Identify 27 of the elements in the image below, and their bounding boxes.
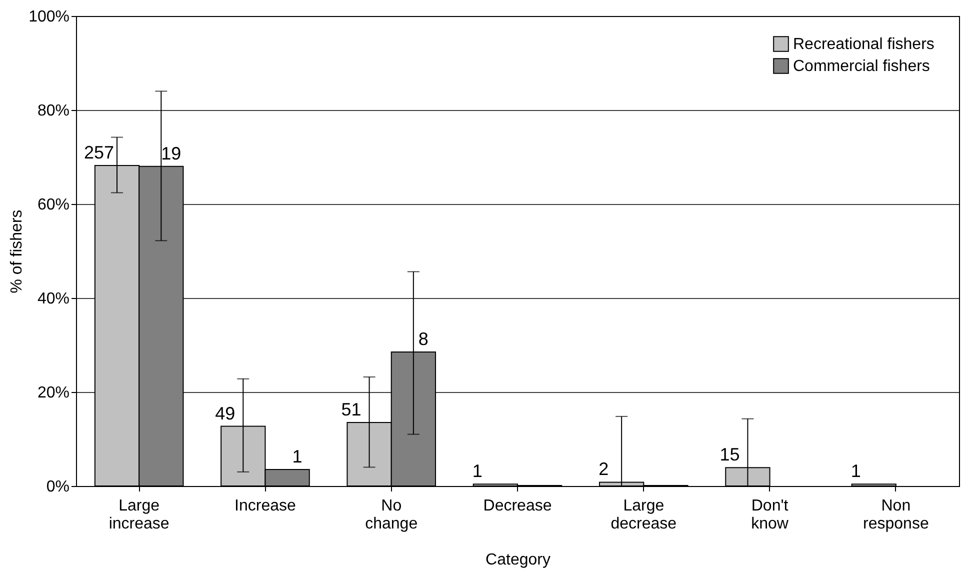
annotation: 2 <box>598 459 609 480</box>
x-tick-label: Non response <box>863 498 929 532</box>
annotation: 1 <box>292 446 302 467</box>
y-axis-title: % of fishers <box>8 210 26 294</box>
annotation: 8 <box>418 329 428 350</box>
x-tick-label: No change <box>365 498 418 532</box>
x-tick-label: Decrease <box>483 498 552 514</box>
annotation: 1 <box>472 461 482 482</box>
y-tick-label: 0% <box>46 478 70 496</box>
legend-label: Recreational fishers <box>793 36 934 53</box>
annotation: 257 <box>84 142 114 162</box>
x-tick-label: Large increase <box>108 498 170 532</box>
x-tick-label: Increase <box>234 498 296 514</box>
y-tick-label: 80% <box>37 102 70 120</box>
annotation: 49 <box>215 403 236 424</box>
y-tick-label: 60% <box>37 196 70 214</box>
x-tick-label: Large decrease <box>610 498 677 532</box>
y-tick-label: 40% <box>37 290 70 308</box>
y-tick-label: 20% <box>37 384 70 402</box>
legend-label: Commercial fishers <box>793 58 930 75</box>
annotation: 51 <box>341 400 362 420</box>
x-axis-title: Category <box>486 552 550 568</box>
annotation: 19 <box>161 143 182 164</box>
x-tick-label: Don't know <box>751 498 789 532</box>
annotation: 1 <box>850 461 861 482</box>
annotation: 15 <box>720 444 740 465</box>
y-tick-label: 100% <box>28 8 70 26</box>
